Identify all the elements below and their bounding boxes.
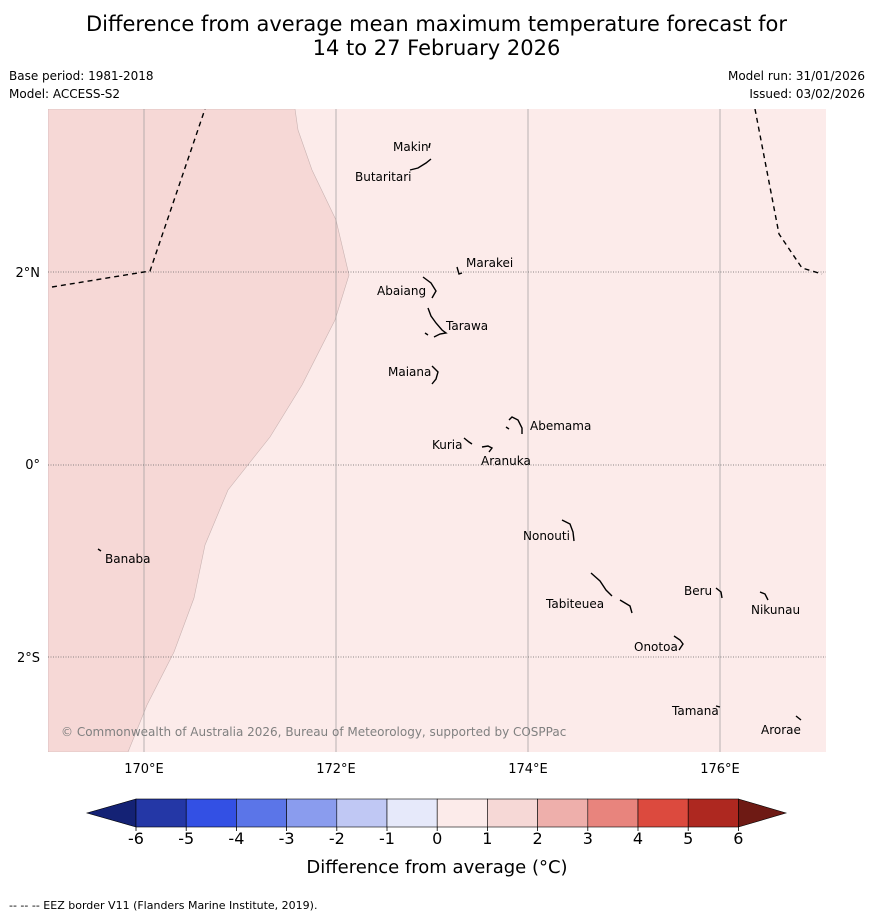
colorbar-tick-label: 0: [432, 829, 442, 848]
colorbar-high-extend: [738, 798, 788, 828]
place-label-banaba: Banaba: [105, 552, 151, 566]
colorbar-segment: [487, 798, 538, 828]
lat-label: 2°N: [16, 266, 41, 281]
place-label-abaiang: Abaiang: [377, 284, 426, 298]
colorbar-segment: [436, 798, 488, 828]
island-outlines: [97, 142, 802, 721]
colorbar-tick-label: -4: [228, 829, 244, 848]
colorbar-tick-label: 3: [583, 829, 593, 848]
issued-date: Issued: 03/02/2026: [749, 87, 865, 101]
place-label-marakei: Marakei: [466, 256, 513, 270]
colorbar-tick-label: -6: [128, 829, 144, 848]
colorbar-tick-label: 2: [533, 829, 543, 848]
colorbar-segment: [637, 798, 689, 828]
eez-footnote: -- -- -- EEZ border V11 (Flanders Marine…: [9, 899, 318, 912]
colorbar-tick-label: -5: [178, 829, 194, 848]
colorbar-segment: [386, 798, 438, 828]
base-period: Base period: 1981-2018: [9, 69, 154, 83]
place-label-tarawa: Tarawa: [445, 319, 488, 333]
map-title: Difference from average mean maximum tem…: [0, 12, 873, 60]
title-line-1: Difference from average mean maximum tem…: [86, 12, 787, 36]
colorbar-segment: [687, 798, 739, 828]
place-labels: Makin Butaritari Marakei Abaiang Tarawa Maian…: [105, 140, 801, 737]
colorbar-tick-label: 5: [683, 829, 693, 848]
place-label-makin: Makin: [393, 140, 429, 154]
lon-label: 176°E: [700, 762, 740, 777]
colorbar-tick-label: -1: [379, 829, 395, 848]
map-frame: Makin Butaritari Marakei Abaiang Tarawa Maian…: [48, 109, 826, 752]
place-label-maiana: Maiana: [388, 365, 431, 379]
place-label-nikunau: Nikunau: [751, 603, 800, 617]
colorbar-segment: [135, 798, 187, 828]
lon-label: 170°E: [124, 762, 164, 777]
gridlines: [143, 109, 721, 752]
lat-label: 2°S: [17, 651, 40, 666]
colorbar-segment: [587, 798, 639, 828]
colorbar-segment: [537, 798, 589, 828]
lon-label: 174°E: [508, 762, 548, 777]
copyright-notice: © Commonwealth of Australia 2026, Bureau…: [61, 725, 566, 739]
colorbar-tick-label: 1: [482, 829, 492, 848]
colorbar-label: Difference from average (°C): [306, 857, 567, 878]
colorbar-tick-label: 4: [633, 829, 643, 848]
colorbar-segment: [286, 798, 338, 828]
place-label-tabiteuea: Tabiteuea: [545, 597, 604, 611]
place-label-beru: Beru: [684, 584, 712, 598]
place-label-onotoa: Onotoa: [634, 640, 678, 654]
model-name: Model: ACCESS-S2: [9, 87, 121, 101]
title-line-2: 14 to 27 February 2026: [312, 36, 561, 60]
place-label-tamana: Tamana: [671, 704, 719, 718]
colorbar-segment: [185, 798, 237, 828]
colorbar-segment: [336, 798, 388, 828]
meta-right: Model run: 31/01/2026 Issued: 03/02/2026: [728, 67, 865, 103]
place-label-aranuka: Aranuka: [481, 454, 531, 468]
colorbar-segment: [236, 798, 287, 828]
place-label-butaritari: Butaritari: [355, 170, 412, 184]
colorbar: -6 -5 -4 -3 -2 -1 0 1 2 3 4 5 6: [85, 798, 788, 848]
colorbar-tick-label: 6: [733, 829, 743, 848]
place-label-nonouti: Nonouti: [523, 529, 570, 543]
eez-border: [51, 109, 823, 288]
colorbar-tick-label: -2: [329, 829, 345, 848]
place-label-abemama: Abemama: [530, 419, 591, 433]
anomaly-band-1-2: [48, 109, 350, 752]
place-label-kuria: Kuria: [432, 438, 463, 452]
latitude-labels: 2°N 0° 2°S: [16, 266, 41, 666]
lon-label: 172°E: [316, 762, 356, 777]
colorbar-tick-label: -3: [279, 829, 295, 848]
longitude-labels: 170°E 172°E 174°E 176°E: [124, 762, 740, 777]
lat-label: 0°: [25, 458, 40, 473]
lat-lines: [48, 271, 826, 658]
model-run: Model run: 31/01/2026: [727, 69, 865, 83]
colorbar-low-extend: [85, 798, 137, 828]
meta-left: Base period: 1981-2018 Model: ACCESS-S2: [9, 67, 154, 103]
place-label-arorae: Arorae: [761, 723, 801, 737]
